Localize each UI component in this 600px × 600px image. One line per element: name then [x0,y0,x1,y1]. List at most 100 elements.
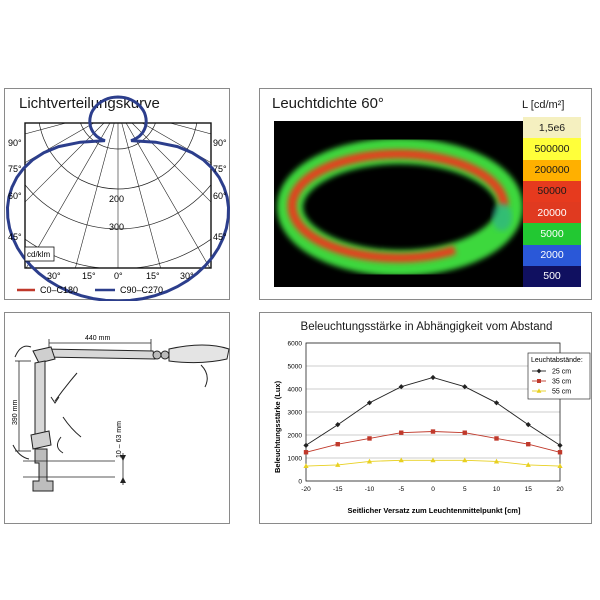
data-point [367,436,372,441]
clamp-dimension-arrow-bottom [120,477,126,483]
data-point [303,463,309,469]
luminance-title: Leuchtdichte 60° [272,95,384,112]
data-point [525,462,531,467]
data-point [303,442,309,448]
arm-dimension-label: 440 mm [85,335,110,342]
lamp-head-joint-2 [160,350,170,360]
illuminance-plot-area [305,342,561,482]
luminance-scale-step: 2000 [523,244,581,266]
illuminance-x-tick: -20 [301,486,311,493]
polar-title: Lichtverteilungskurve [19,95,160,112]
illuminance-y-tick: 4000 [288,387,303,394]
data-point [462,457,468,463]
luminance-scale-step: 20000 [523,202,581,224]
polar-angle-bottom-15r: 15° [146,271,160,281]
illuminance-x-tick: -10 [365,486,375,493]
data-point [399,430,404,435]
polar-angle-bottom-30l: 30° [47,271,61,281]
polar-legend-c0-label: C0–C180 [40,285,78,295]
legend-label: 25 cm [552,369,571,376]
polar-curve-c90 [5,95,231,301]
polar-angle-left-45: 45° [8,232,22,242]
illuminance-legend-title: Leuchtabstände: [531,357,583,364]
polar-angle-right-45: 45° [213,232,227,242]
clamp-dimension-label: 10 – 63 mm [116,421,123,458]
rotation-arrow-middle [62,416,82,438]
series-line-35cm [305,431,561,453]
data-point [494,436,499,441]
data-point [335,422,341,428]
data-point [366,458,373,464]
luminance-scale-step: 200000 [523,159,581,181]
data-point [335,442,340,447]
polar-angle-bottom-30r: 30° [180,271,194,281]
data-point [430,374,436,381]
data-point [526,442,531,447]
polar-ring-300: 300 [109,222,124,232]
polar-angle-right-75: 75° [213,164,227,174]
illuminance-x-tick: 15 [525,486,533,493]
polar-legend-c90-label: C90–C270 [120,285,163,295]
legend-marker [536,388,542,393]
luminance-ring-gap [492,203,512,231]
polar-angle-left-60: 60° [8,191,22,201]
polar-ray [125,123,211,268]
data-point [493,458,500,464]
illuminance-chart: 0 1000 2000 3000 4000 5000 6000 -20 -15 -10 -5 0 5 10… [273,341,591,515]
luminance-image [274,121,524,287]
illuminance-title: Beleuchtungsstärke in Abhängigkeit vom A… [300,321,553,333]
polar-chart: 90° 75° 60° 45° 90° 75° 60° 45° 30° 15° … [5,95,231,301]
illuminance-x-tick: -15 [333,486,343,493]
illuminance-y-tick: 6000 [288,341,303,348]
polar-ring-200: 200 [109,194,124,204]
data-point [366,400,373,406]
lamp-drawing: 440 mm 390 mm 10 – 63 mm [12,335,230,492]
polar-angle-bottom-0: 0° [114,271,123,281]
luminance-scale-step: 5000 [523,223,581,245]
illuminance-legend: Leuchtabstände: 25 cm 35 cm 55 cm [527,352,591,400]
illuminance-y-tick: 3000 [288,410,303,417]
illuminance-x-tick: 10 [493,486,501,493]
polar-unit-box [24,246,55,262]
luminance-unit: L [cd/m²] [522,99,565,111]
illuminance-y-tick: 1000 [288,456,303,463]
data-point [398,457,404,463]
lamp-joint-lower [30,430,52,450]
legend-label: 35 cm [552,379,571,386]
polar-ray [169,123,211,135]
polar-ray [25,123,105,203]
illuminance-x-tick: -5 [398,486,404,493]
polar-angle-left-90: 90° [8,138,22,148]
polar-plot-border [24,122,212,269]
polar-angle-left-75: 75° [8,164,22,174]
luminance-scale-step: 1,5e6 [523,117,581,139]
rotation-arrow-clamp [57,436,64,454]
luminance-scale: 1,5e6 500000 200000 50000 20000 5000 2000 500 [523,117,581,287]
luminance-scale-step: 500 [523,265,581,287]
data-point [303,450,309,455]
lamp-arm [42,348,156,360]
polar-ray [25,123,111,268]
polar-ray [131,123,211,203]
lamp-joint-upper [32,346,56,364]
data-point [430,429,436,434]
illuminance-x-axis-label: Seitlicher Versatz zum Leuchtenmittelpun… [348,506,521,515]
illuminance-x-tick: 20 [556,486,564,493]
data-point [335,462,341,467]
data-point [557,450,563,455]
illuminance-panel: Beleuchtungsstärke in Abhängigkeit vom A… [259,312,592,524]
data-point [557,442,563,448]
lamp-head-joint [152,350,162,360]
polar-ray [75,123,115,268]
clamp-dimension-arrow-top [120,455,126,461]
polar-panel: Lichtverteilungskurve 90° 75° 60° 45° 90… [4,88,231,301]
luminance-scale-step: 500000 [523,138,581,160]
illuminance-y-tick: 0 [298,479,302,486]
data-point [557,463,563,469]
data-point [462,384,468,390]
height-dimension-label: 390 mm [12,400,19,425]
rotation-arrow-head [200,364,208,388]
lamp-head [168,344,230,364]
illuminance-y-tick: 5000 [288,364,303,371]
data-point [430,457,436,463]
